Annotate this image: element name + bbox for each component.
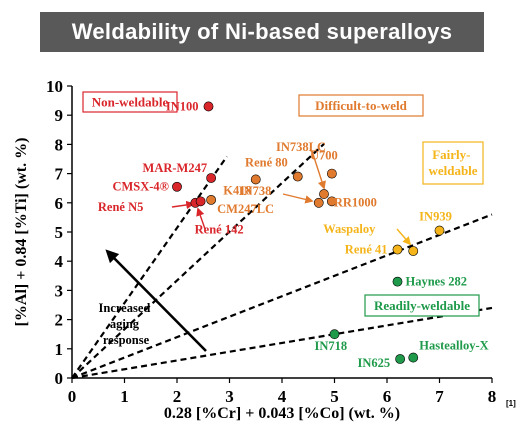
label-cm247lc: CM247LC [217, 202, 274, 216]
zone-difficult-box [298, 94, 424, 117]
chart-title: Weldability of Ni-based superalloys [71, 19, 453, 44]
x-tick-labels: 0 1 2 3 4 5 6 7 8 [68, 378, 497, 406]
chart-title-bar: Weldability of Ni-based superalloys [40, 12, 484, 52]
boundary-line [71, 306, 493, 380]
boundary-line [71, 143, 325, 379]
label-in100: IN100 [166, 99, 199, 113]
label-in738: IN738 [239, 184, 272, 198]
point-k418 [250, 174, 261, 185]
label-mar-m247: MAR-M247 [143, 161, 208, 175]
boundary-line [71, 213, 493, 380]
y-tick-label: 5 [55, 223, 64, 242]
aging-response-note: Increased aging response [99, 301, 154, 347]
label-rr1000: RR1000 [334, 195, 377, 209]
zone-readily-box [364, 294, 480, 317]
label-in625: IN625 [357, 356, 390, 370]
point-waspaloy [408, 246, 419, 256]
label-ren-n5: René N5 [98, 200, 143, 214]
leader-arrow-in738 [282, 193, 314, 204]
label-hastealloy-x: Hastealloy-X [419, 339, 488, 353]
zone-difficult-to-weld: Difficult-to-weld [298, 94, 424, 117]
label-cmsx-4: CMSX-4® [112, 180, 169, 194]
point-haynes-282 [392, 276, 403, 287]
y-tick-label: 3 [55, 281, 64, 300]
x-tick-label: 0 [68, 387, 77, 406]
point-in939 [434, 225, 445, 236]
point-in738lc [319, 189, 329, 199]
label-in939: IN939 [419, 210, 452, 224]
y-axis-label: [%Al] + 0.84 [%Ti] (wt. %) [13, 138, 30, 327]
point-ren-80 [292, 171, 303, 182]
data-points [172, 101, 445, 364]
x-tick-label: 3 [225, 387, 234, 406]
point-cm247lc [206, 194, 217, 205]
zone-non-weldable: Non-weldable [82, 91, 178, 113]
point-cmsx-4 [172, 181, 182, 192]
label-in738lc: IN738LC [276, 140, 326, 154]
x-tick-label: 2 [173, 387, 182, 406]
y-tick-label: 1 [55, 340, 64, 359]
label-in718: IN718 [315, 339, 348, 353]
leader-arrow-waspaloy [396, 228, 412, 246]
reference-marker: [1] [506, 399, 516, 408]
y-tick-label: 10 [46, 77, 63, 96]
x-tick-label: 6 [383, 387, 392, 406]
leader-arrow-rene-142 [196, 207, 206, 230]
point-rr1000 [326, 196, 337, 207]
x-tick-label: 5 [330, 387, 339, 406]
point-u700 [326, 168, 337, 179]
y-tick-label: 6 [55, 194, 64, 213]
leader-arrow-in738lc [311, 150, 326, 190]
zone-difficult-label: Difficult-to-weld [315, 98, 407, 113]
zone-fairly-weldable: Fairly- weldable [422, 141, 484, 185]
y-tick-label: 2 [55, 311, 64, 330]
label-ren-41: René 41 [345, 243, 388, 257]
label-u700: U700 [310, 149, 338, 163]
zone-non-weldable-label: Non-weldable [92, 95, 169, 110]
label-ren-80: René 80 [245, 156, 288, 170]
point-in625 [395, 354, 406, 364]
boundary-line [71, 155, 228, 379]
point-in738 [313, 197, 324, 208]
label-k418: K418 [223, 183, 251, 197]
weldability-boundary-lines [71, 143, 493, 380]
y-tick-label: 0 [55, 369, 64, 388]
point-in718 [329, 329, 340, 340]
x-tick-label: 4 [278, 387, 287, 406]
x-axis-label: 0.28 [%Cr] + 0.043 [%Co] (wt. %) [164, 405, 400, 422]
x-tick-label: 1 [120, 387, 129, 406]
aging-response-arrow [105, 249, 207, 352]
zone-non-weldable-box [82, 91, 178, 113]
point-hastealloy-x [408, 352, 419, 363]
y-tick-labels: 0 1 2 3 4 5 6 7 8 9 10 [46, 77, 72, 388]
point-in100 [203, 101, 214, 112]
zone-fairly-label: Fairly- weldable [428, 147, 477, 178]
x-tick-label: 7 [435, 387, 444, 406]
zone-readily-weldable: Readily-weldable [364, 294, 480, 317]
label-ren-142: René 142 [195, 222, 244, 236]
label-waspaloy: Waspaloy [323, 222, 376, 236]
y-tick-label: 8 [55, 135, 64, 154]
y-tick-label: 4 [55, 252, 64, 271]
zone-readily-label: Readily-weldable [374, 298, 470, 313]
point-ren-41 [392, 244, 403, 255]
x-tick-label: 8 [488, 387, 497, 406]
y-tick-label: 9 [55, 106, 64, 125]
y-tick-label: 7 [55, 165, 64, 184]
point-mar-m247 [206, 173, 217, 183]
zone-fairly-box [422, 141, 484, 185]
point-ren-142 [195, 196, 206, 207]
data-point-labels: IN100 MAR-M247 CMSX-4® René N5 René 142 René … [98, 99, 489, 370]
leader-arrow-rene-n5 [171, 200, 195, 210]
label-haynes-282: Haynes 282 [406, 275, 467, 289]
